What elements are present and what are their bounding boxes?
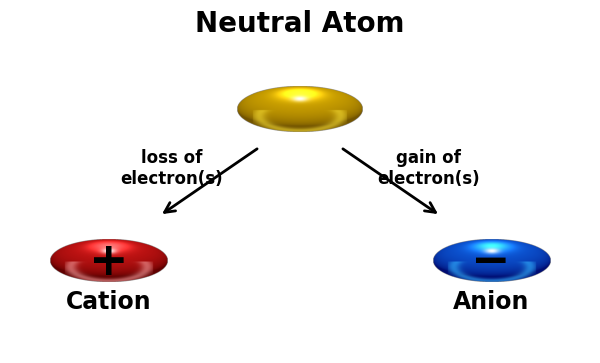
Text: −: − bbox=[471, 240, 511, 285]
Text: Cation: Cation bbox=[66, 290, 152, 314]
Text: loss of
electron(s): loss of electron(s) bbox=[120, 150, 223, 188]
Text: gain of
electron(s): gain of electron(s) bbox=[377, 150, 480, 188]
Text: Anion: Anion bbox=[453, 290, 529, 314]
Text: +: + bbox=[89, 240, 129, 285]
Text: Neutral Atom: Neutral Atom bbox=[195, 11, 405, 38]
